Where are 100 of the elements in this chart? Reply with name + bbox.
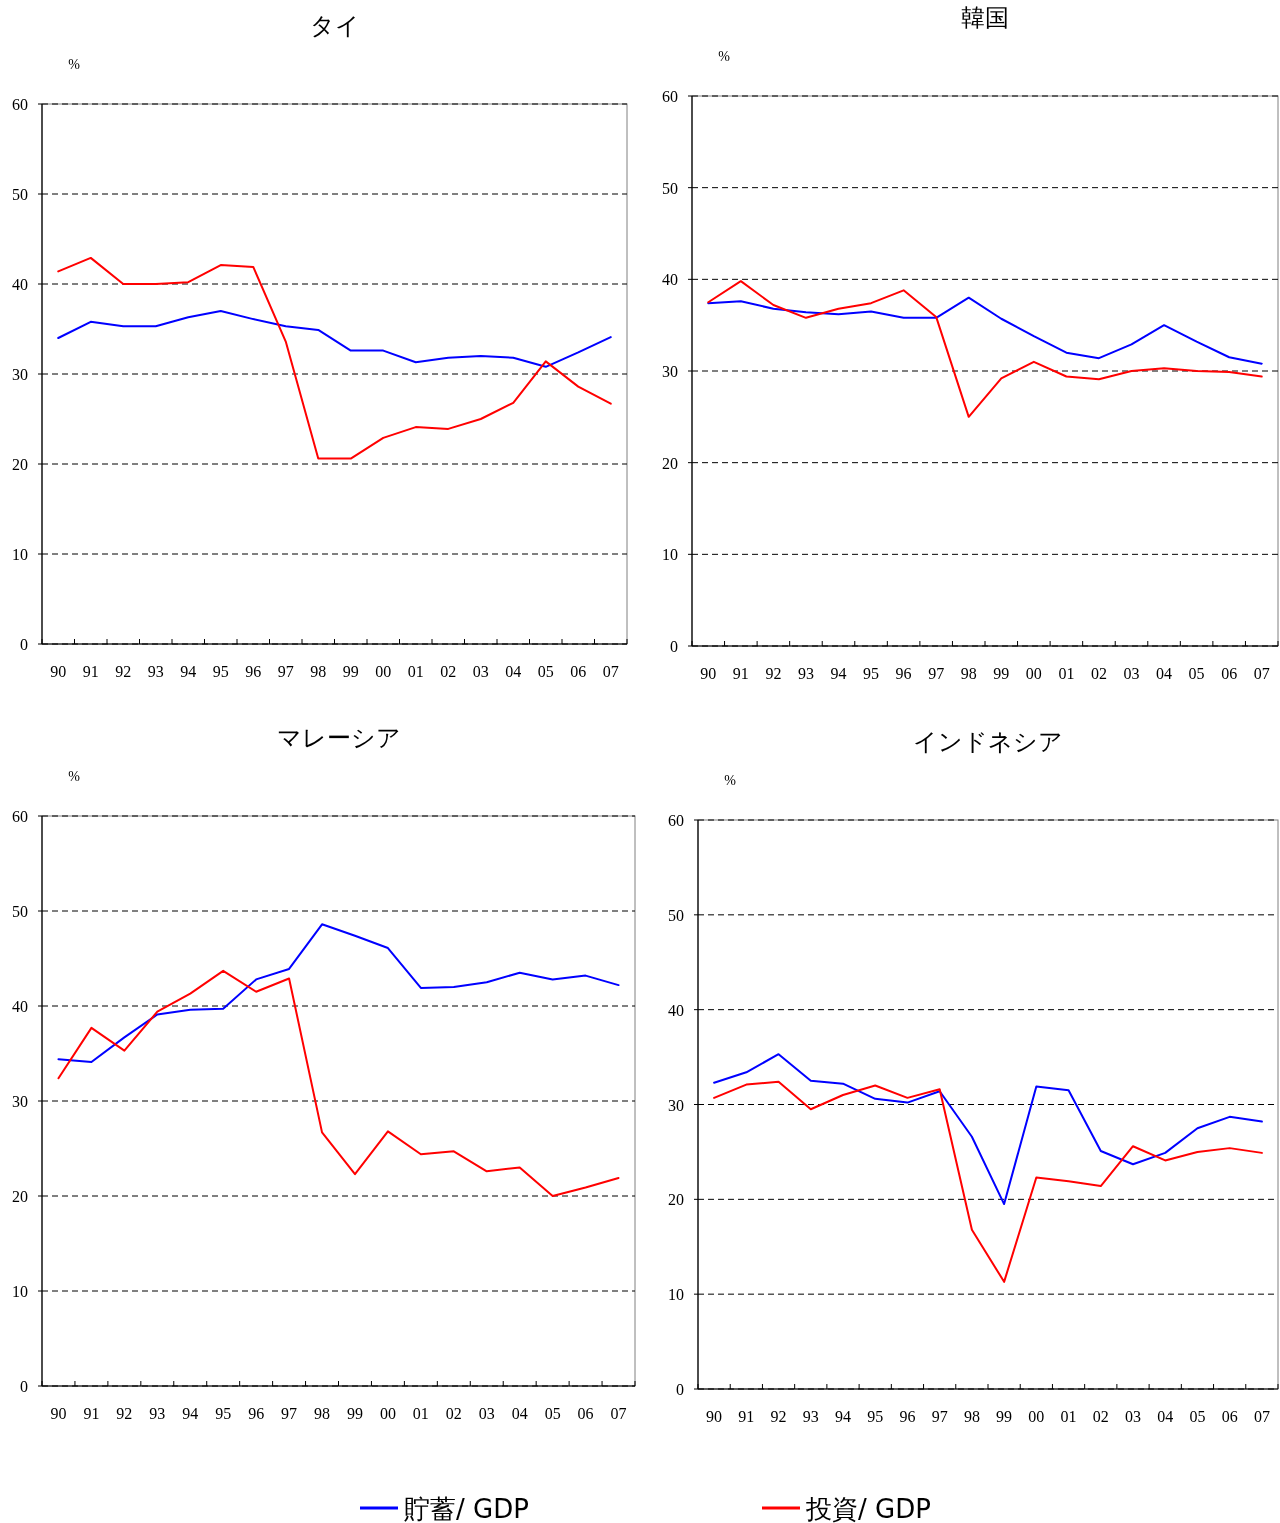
y-tick-label: 40 [668,1001,684,1019]
x-tick-label: 02 [1090,665,1107,682]
x-tick-label: 01 [412,1405,429,1422]
x-tick-label: 05 [537,663,554,680]
x-tick-label: 04 [1157,1408,1174,1425]
x-tick-label: 95 [215,1405,232,1422]
x-tick-label: 94 [180,663,197,680]
x-tick-label: 91 [732,665,749,682]
y-tick-label: 10 [662,546,678,564]
x-tick-label: 02 [440,663,457,680]
x-tick-label: 96 [895,665,912,682]
y-axis-title: % [724,773,737,788]
x-tick-label: 91 [738,1408,755,1425]
y-tick-label: 10 [12,1283,28,1300]
x-tick-label: 97 [281,1405,298,1422]
x-tick-label: 05 [1189,1408,1206,1425]
x-tick-label: 00 [1025,665,1042,682]
y-tick-label: 20 [12,1188,28,1205]
x-tick-label: 06 [1221,665,1238,682]
x-tick-label: 99 [996,1408,1013,1425]
x-tick-label: 06 [570,663,587,680]
x-tick-label: 93 [147,663,164,680]
y-axis-title: % [68,769,81,784]
x-tick-label: 05 [544,1405,561,1422]
x-tick-label: 02 [1092,1408,1109,1425]
y-tick-label: 0 [20,1378,28,1395]
x-tick-label: 90 [50,663,67,680]
y-tick-label: 0 [676,1381,684,1398]
x-tick-label: 99 [993,665,1010,682]
x-tick-label: 94 [835,1408,851,1425]
x-tick-label: 98 [963,1408,980,1425]
y-tick-label: 20 [662,454,678,472]
y-tick-label: 40 [12,276,28,293]
x-tick-label: 01 [1058,665,1075,682]
y-tick-label: 30 [12,1093,28,1110]
line-series [707,296,1263,365]
x-tick-label: 04 [505,663,522,680]
x-tick-label: 91 [83,1405,100,1422]
x-tick-label: 01 [407,663,424,680]
x-tick-label: 01 [1060,1408,1077,1425]
x-tick-label: 92 [765,665,782,682]
x-tick-label: 05 [1188,665,1205,682]
y-axis-title: % [718,49,731,64]
x-tick-label: 92 [770,1408,787,1425]
y-tick-label: 20 [668,1191,684,1209]
y-tick-label: 20 [12,456,28,473]
x-tick-label: 95 [212,663,229,680]
x-tick-label: 98 [310,663,327,680]
y-tick-label: 50 [12,903,28,920]
x-tick-label: 04 [1156,665,1173,682]
x-tick-label: 96 [245,663,262,680]
x-tick-label: 03 [472,663,489,680]
line-series [713,1080,1263,1283]
x-tick-label: 03 [1125,1408,1141,1425]
legend-label: 貯蓄/ GDP [404,1494,529,1523]
x-tick-label: 00 [1028,1408,1045,1425]
x-tick-label: 03 [478,1405,495,1422]
y-tick-label: 50 [668,906,684,924]
y-tick-label: 10 [668,1286,684,1304]
y-tick-label: 50 [662,179,678,197]
y-tick-label: 60 [668,812,684,829]
x-tick-label: 90 [700,665,717,682]
y-tick-label: 10 [12,546,28,563]
x-tick-label: 95 [863,665,880,682]
y-tick-label: 60 [12,96,28,113]
y-tick-label: 0 [20,636,28,653]
x-tick-label: 90 [706,1408,723,1425]
chart-title: インドネシア [913,728,1063,756]
line-series [57,256,612,460]
x-tick-label: 00 [375,663,392,680]
x-tick-label: 07 [1253,1408,1270,1425]
line-series [57,969,620,1197]
x-tick-label: 91 [82,663,99,680]
chart-title: 韓国 [961,4,1009,32]
x-tick-label: 98 [960,665,977,682]
x-tick-label: 98 [314,1405,331,1422]
x-tick-label: 00 [379,1405,396,1422]
line-series [57,310,612,368]
x-tick-label: 97 [928,665,945,682]
x-tick-label: 97 [931,1408,948,1425]
y-tick-label: 60 [662,88,678,105]
x-tick-label: 96 [899,1408,916,1425]
x-tick-label: 07 [1253,665,1270,682]
x-tick-label: 93 [149,1405,166,1422]
y-tick-label: 50 [12,186,28,203]
y-tick-label: 30 [662,363,678,380]
x-tick-label: 02 [445,1405,462,1422]
y-tick-label: 60 [12,808,28,825]
x-tick-label: 93 [802,1408,819,1425]
x-tick-label: 99 [346,1405,363,1422]
x-tick-label: 93 [797,665,814,682]
y-tick-label: 40 [662,271,678,289]
x-tick-label: 94 [830,665,847,682]
x-tick-label: 94 [182,1405,199,1422]
x-tick-label: 95 [867,1408,884,1425]
x-tick-label: 99 [342,663,359,680]
line-series [707,280,1263,418]
x-tick-label: 06 [577,1405,594,1422]
x-tick-label: 06 [1221,1408,1238,1425]
y-tick-label: 0 [670,638,678,655]
